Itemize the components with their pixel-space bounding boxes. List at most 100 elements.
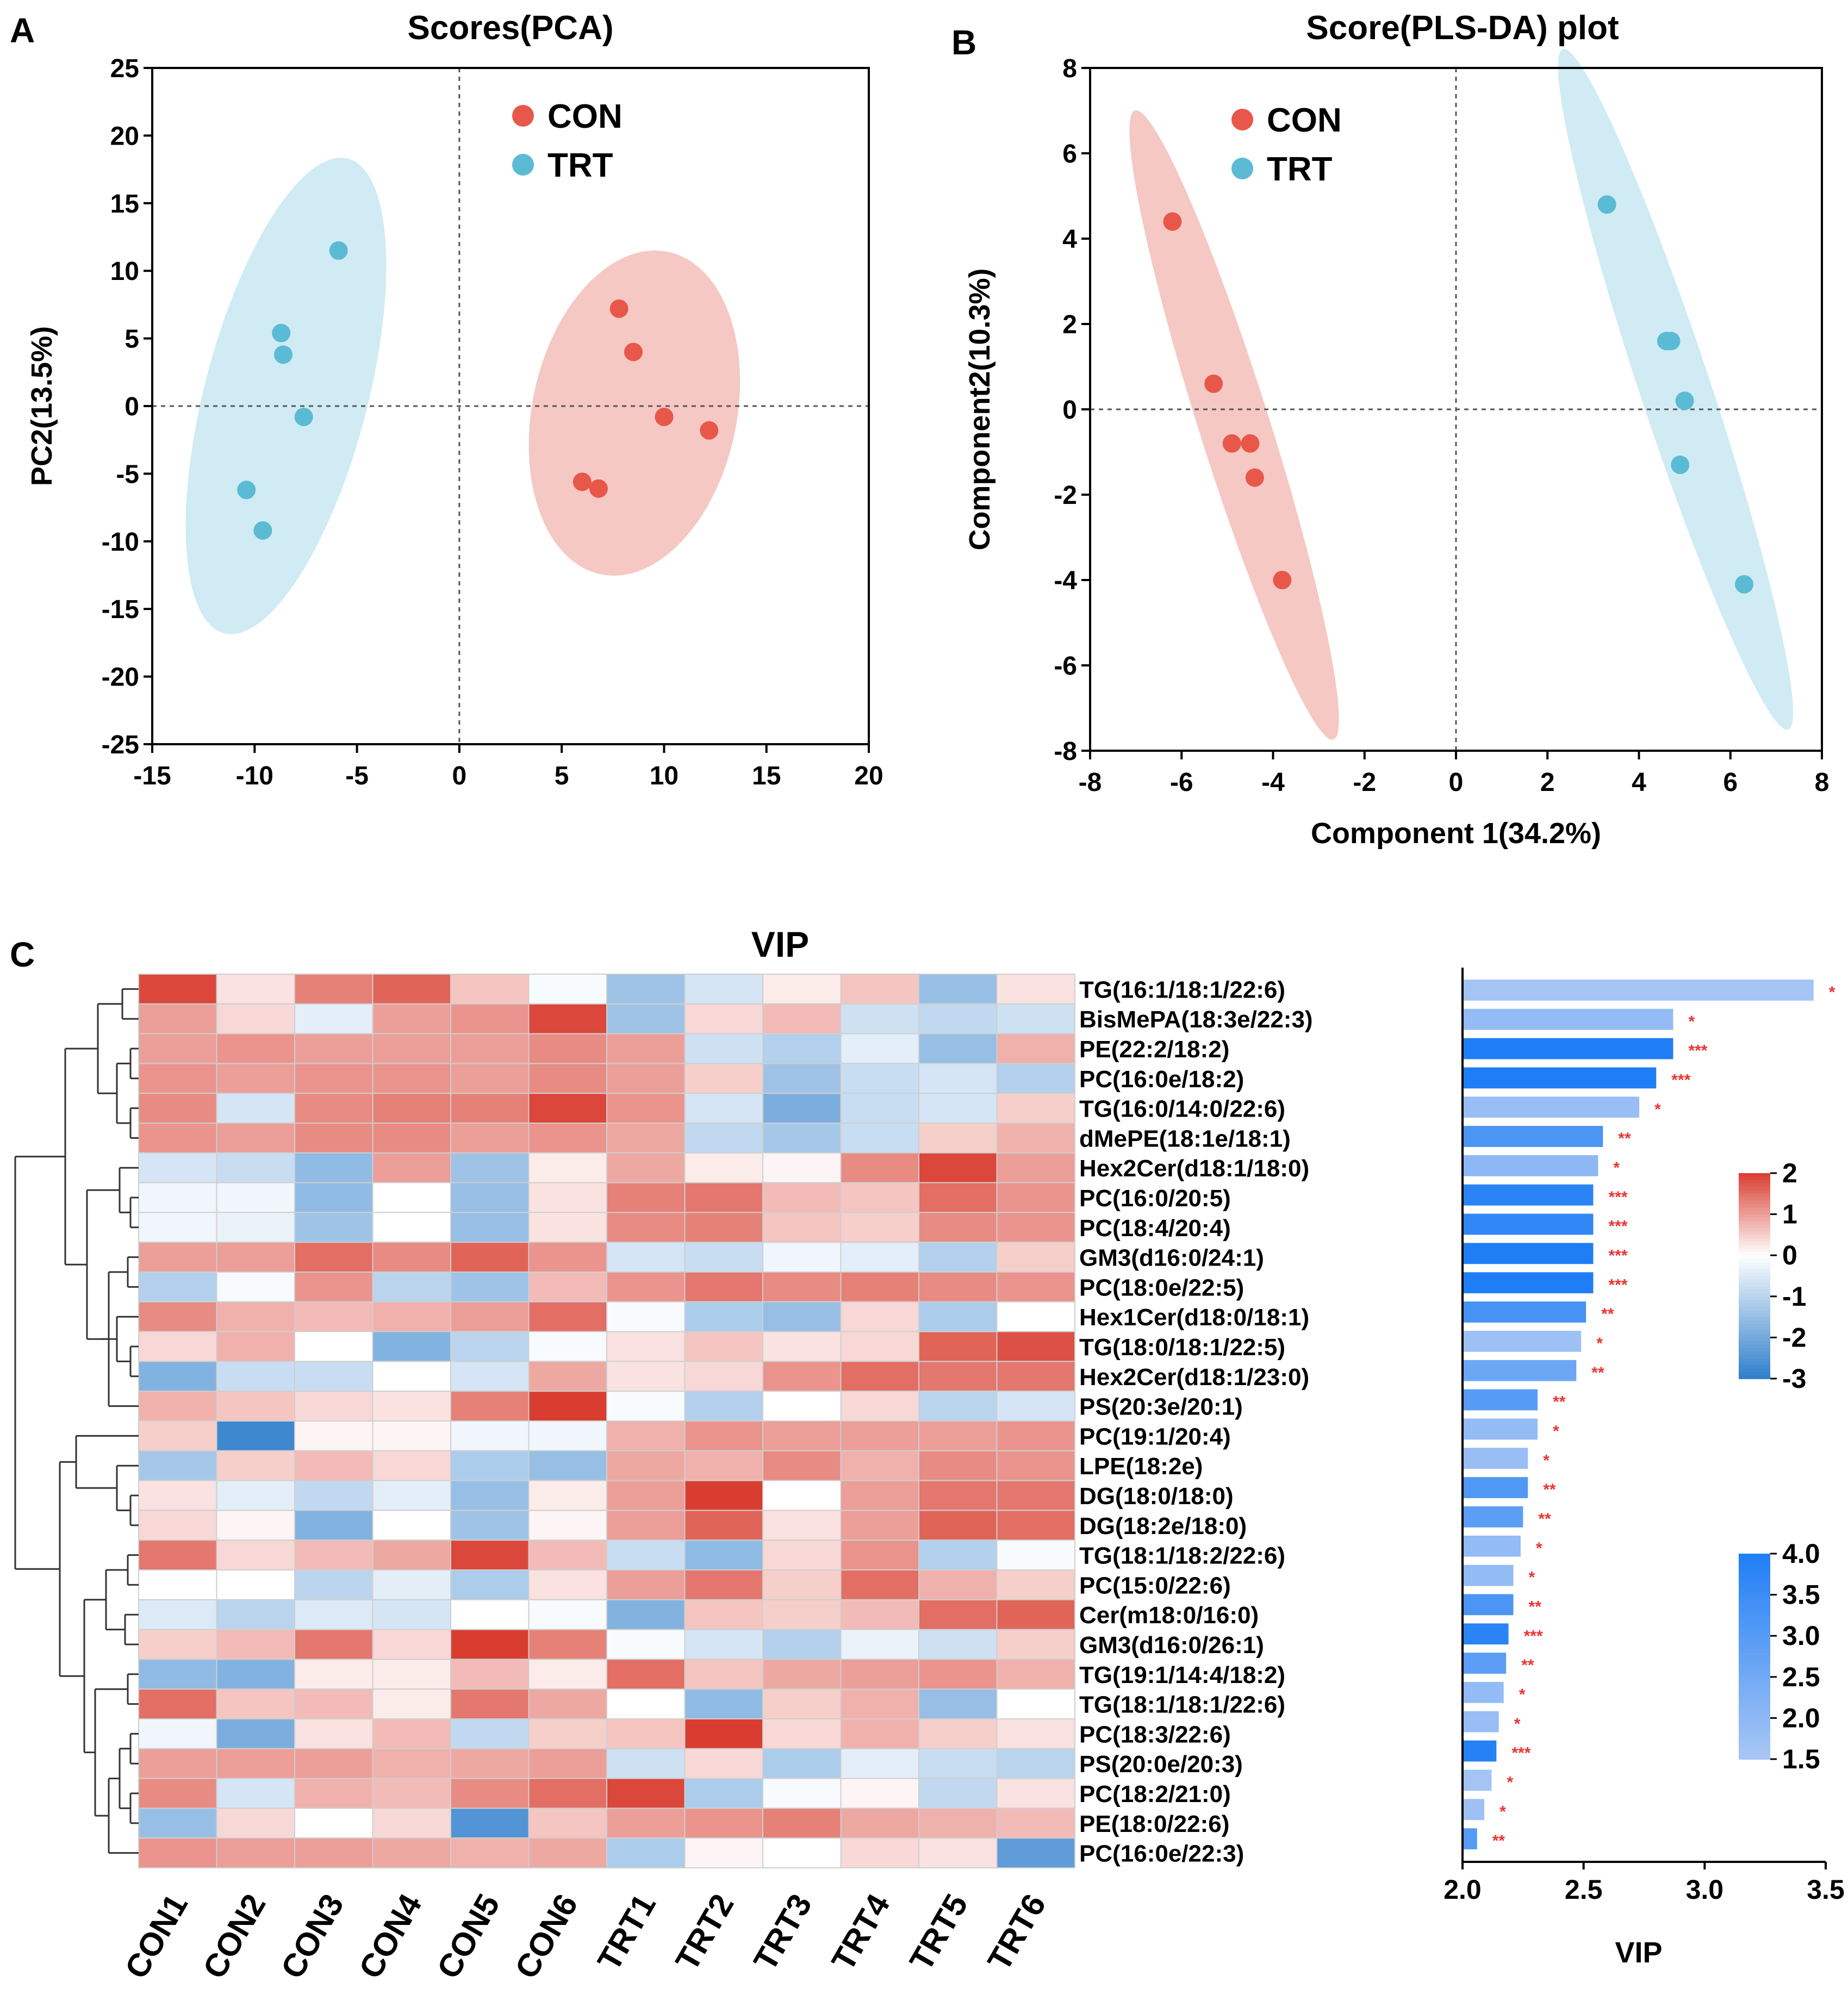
vip-colorbar-tick-label: 1.5 — [1782, 1744, 1820, 1774]
heatmap-cell — [606, 1510, 686, 1541]
row-label: Cer(m18:0/16:0) — [1079, 1602, 1259, 1629]
heatmap-cell — [450, 1242, 530, 1273]
heatmap-cell — [996, 1361, 1075, 1392]
vip-bar — [1463, 1506, 1523, 1528]
heatmap-cell — [372, 1033, 451, 1064]
heatmap-cell — [762, 1063, 842, 1094]
colorbar-segment — [1739, 1324, 1770, 1328]
heatmap-cell — [684, 1331, 763, 1362]
heatmap-cell — [762, 1659, 842, 1690]
heatmap-cell — [606, 1718, 686, 1749]
colorbar-segment — [1739, 1354, 1770, 1359]
heatmap-cell — [606, 1450, 686, 1481]
colorbar-segment — [1739, 1245, 1770, 1249]
heatmap-cell — [840, 1182, 919, 1213]
heatmap-cell — [762, 974, 842, 1005]
significance-label: * — [1543, 1451, 1550, 1469]
heatmap-cell — [684, 1599, 763, 1630]
x-tick-label: -5 — [345, 762, 369, 790]
row-label: PE(22:2/18:2) — [1079, 1036, 1229, 1063]
significance-label: *** — [1608, 1276, 1627, 1294]
heatmap-cell — [450, 1629, 530, 1660]
x-tick-label: -2 — [1353, 768, 1376, 797]
row-label: GM3(d16:0/24:1) — [1079, 1245, 1264, 1271]
heatmap-cell — [450, 1361, 530, 1392]
heatmap-cell — [762, 1420, 842, 1451]
vip-colorbar-segment — [1739, 1704, 1770, 1709]
x-tick-label: 2.0 — [1443, 1874, 1482, 1905]
row-label: PC(16:0e/18:2) — [1079, 1066, 1244, 1093]
column-label: TRT2 — [668, 1888, 741, 1977]
row-label: TG(16:0/14:0/22:6) — [1079, 1096, 1285, 1123]
vip-colorbar-segment — [1739, 1646, 1770, 1650]
vip-colorbar-segment — [1739, 1752, 1770, 1756]
heatmap-cell — [528, 974, 607, 1005]
heatmap-cell — [294, 1033, 374, 1064]
colorbar-segment — [1739, 1190, 1770, 1194]
heatmap-cell — [372, 1599, 451, 1630]
vip-colorbar-segment — [1739, 1725, 1770, 1729]
heatmap-cell — [684, 1569, 763, 1600]
x-axis-label: Component 1(34.2%) — [1311, 817, 1601, 850]
heatmap-cell — [294, 1242, 374, 1273]
x-tick-label: 0 — [452, 762, 467, 790]
heatmap-cell — [840, 1510, 919, 1541]
vip-bar — [1463, 1565, 1514, 1586]
vip-colorbar-segment — [1739, 1612, 1770, 1616]
heatmap-cell — [996, 1093, 1075, 1124]
heatmap-cell — [372, 1182, 451, 1213]
legend-marker-con — [512, 105, 534, 127]
colorbar-tick-label: 1 — [1782, 1199, 1797, 1230]
heatmap-cell — [450, 1718, 530, 1749]
vip-bar — [1463, 1477, 1528, 1498]
heatmap-cell — [528, 1629, 607, 1660]
heatmap-cell — [528, 1748, 607, 1779]
vip-colorbar-segment — [1739, 1632, 1770, 1637]
heatmap-cell — [216, 1033, 295, 1064]
vip-colorbar-segment — [1739, 1557, 1770, 1561]
colorbar-segment — [1739, 1193, 1770, 1198]
heatmap-cell — [216, 1003, 295, 1034]
heatmap-cell — [840, 1212, 919, 1243]
heatmap-cell — [216, 974, 295, 1005]
column-label: CON3 — [274, 1888, 351, 1985]
heatmap-cell — [216, 1539, 295, 1570]
heatmap-cell — [918, 1063, 998, 1094]
heatmap-cell — [138, 1123, 217, 1154]
colorbar-segment — [1739, 1300, 1770, 1304]
x-tick-label: 2.5 — [1565, 1874, 1603, 1905]
significance-label: ** — [1521, 1656, 1534, 1674]
data-point-con — [655, 407, 674, 426]
significance-label: * — [1553, 1422, 1559, 1440]
heatmap-cell — [606, 1539, 686, 1570]
colorbar-segment — [1739, 1231, 1770, 1236]
heatmap-cell — [996, 1450, 1075, 1481]
data-point-con — [1163, 212, 1182, 231]
legend-label-trt: TRT — [547, 147, 613, 184]
panel-a-pca-scores: -15 -10 -5 0 5 10 15 20 25 20 15 10 5 0 -5 -10 -15 -20 -25… — [10, 9, 883, 790]
heatmap-cell — [840, 1271, 919, 1302]
vip-colorbar-segment — [1739, 1642, 1770, 1647]
heatmap-cell — [450, 1182, 530, 1213]
heatmap-cell — [684, 1837, 763, 1868]
x-tick-label: 2 — [1540, 768, 1555, 797]
heatmap-cell — [840, 1629, 919, 1660]
data-point-con — [1204, 374, 1223, 393]
vip-colorbar-segment — [1739, 1687, 1770, 1691]
heatmap-cell — [996, 1837, 1075, 1868]
vip-bar — [1463, 1448, 1528, 1469]
heatmap-cell — [372, 1063, 451, 1094]
row-label: TG(18:0/18:1/22:5) — [1079, 1334, 1285, 1361]
colorbar-segment — [1739, 1262, 1770, 1267]
heatmap-cell — [528, 1807, 607, 1839]
heatmap-cell — [372, 1212, 451, 1243]
heatmap-cell — [372, 1391, 451, 1422]
vip-colorbar-segment — [1739, 1618, 1770, 1623]
y-tick-label: -5 — [116, 460, 139, 489]
heatmap-cell — [606, 1093, 686, 1124]
significance-label: *** — [1511, 1744, 1530, 1762]
heatmap-cell — [372, 1242, 451, 1273]
heatmap-cell — [996, 1569, 1075, 1600]
colorbar-segment — [1739, 1296, 1770, 1301]
row-label: dMePE(18:1e/18:1) — [1079, 1125, 1291, 1152]
